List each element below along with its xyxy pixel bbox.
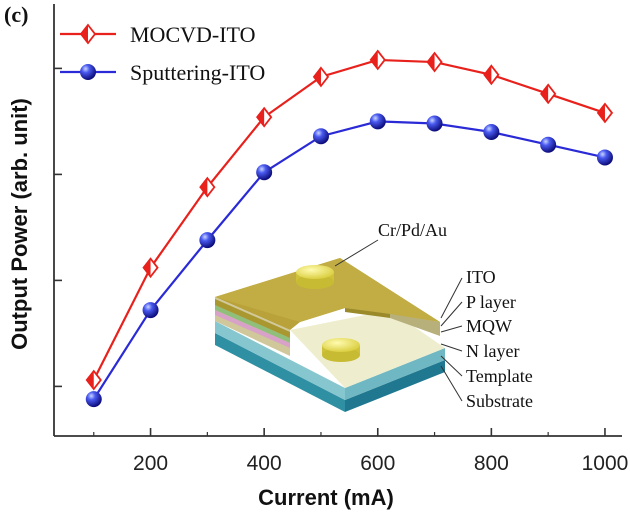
n-layer-shelf xyxy=(290,310,445,388)
substrate-side xyxy=(215,333,345,412)
point-0-2 xyxy=(199,176,216,198)
point-0-9 xyxy=(596,102,614,124)
leader-p-layer xyxy=(440,301,463,327)
leader-n-layer xyxy=(440,343,463,352)
x-tick-label-400: 400 xyxy=(247,452,282,475)
led-structure-inset: Cr/Pd/Au ITO P layer MQW N layer Templat… xyxy=(215,220,533,412)
legend-marker-sputtering xyxy=(80,64,96,80)
legend-label-mocvd: MOCVD-ITO xyxy=(130,22,255,47)
point-1-5 xyxy=(369,113,386,130)
p-contact-pad xyxy=(296,265,334,289)
leader-mqw xyxy=(440,325,463,333)
series-0 xyxy=(85,49,614,391)
series-line-0 xyxy=(92,58,606,381)
point-1-2 xyxy=(199,232,216,249)
legend-marker-mocvd xyxy=(79,23,97,45)
x-tick-label-1000: 1000 xyxy=(582,452,629,475)
point-1-6 xyxy=(426,115,443,132)
label-mqw: MQW xyxy=(466,316,512,336)
leader-substrate xyxy=(440,365,463,402)
point-0-3 xyxy=(256,106,273,128)
mesa-side-right xyxy=(390,314,440,336)
legend-label-sputtering: Sputtering-ITO xyxy=(130,60,265,85)
p-layer-stripe xyxy=(215,305,290,343)
series-1 xyxy=(85,113,613,408)
point-0-1 xyxy=(142,257,159,279)
label-substrate: Substrate xyxy=(466,391,533,411)
point-1-0 xyxy=(85,391,102,408)
substrate-front xyxy=(345,360,445,412)
leader-ito xyxy=(440,277,463,319)
point-1-9 xyxy=(596,149,613,166)
x-ticks: 200 400 600 800 1000 xyxy=(93,428,629,475)
point-1-7 xyxy=(483,124,500,140)
point-1-8 xyxy=(540,136,557,153)
leader-cr-pd-au xyxy=(334,239,379,267)
x-tick-label-800: 800 xyxy=(474,452,509,475)
mesa-top-highlight xyxy=(215,258,440,322)
label-cr-pd-au: Cr/Pd/Au xyxy=(378,220,447,240)
label-template: Template xyxy=(466,366,533,386)
label-ito: ITO xyxy=(466,267,496,287)
y-axis-title: Output Power (arb. unit) xyxy=(7,98,32,350)
leader-template xyxy=(440,355,463,377)
point-0-6 xyxy=(426,51,443,73)
template-side xyxy=(215,321,345,400)
point-0-5 xyxy=(369,49,386,71)
panel-label: (c) xyxy=(4,2,28,27)
label-n-layer: N layer xyxy=(466,341,519,361)
x-tick-label-600: 600 xyxy=(360,452,395,475)
n-contact-pad xyxy=(322,338,360,362)
legend-entry-mocvd: MOCVD-ITO xyxy=(60,22,255,47)
point-1-1 xyxy=(142,302,159,319)
point-0-7 xyxy=(483,64,500,86)
mqw-stripe xyxy=(215,310,290,348)
x-tick-label-200: 200 xyxy=(133,452,168,475)
legend-entry-sputtering: Sputtering-ITO xyxy=(60,60,265,85)
point-0-0 xyxy=(85,369,102,391)
legend: MOCVD-ITO Sputtering-ITO xyxy=(60,22,265,85)
ito-stripe xyxy=(215,299,290,338)
mesa-notch-wall xyxy=(345,308,390,318)
series-line-1 xyxy=(92,120,606,400)
point-0-4 xyxy=(312,66,330,88)
label-p-layer: P layer xyxy=(466,292,516,312)
series-layer xyxy=(85,49,614,408)
y-ticks xyxy=(54,67,62,388)
point-1-4 xyxy=(312,128,329,145)
template-front xyxy=(345,348,445,400)
x-axis-title: Current (mA) xyxy=(258,485,394,510)
point-1-3 xyxy=(256,164,273,181)
point-0-8 xyxy=(540,83,557,105)
